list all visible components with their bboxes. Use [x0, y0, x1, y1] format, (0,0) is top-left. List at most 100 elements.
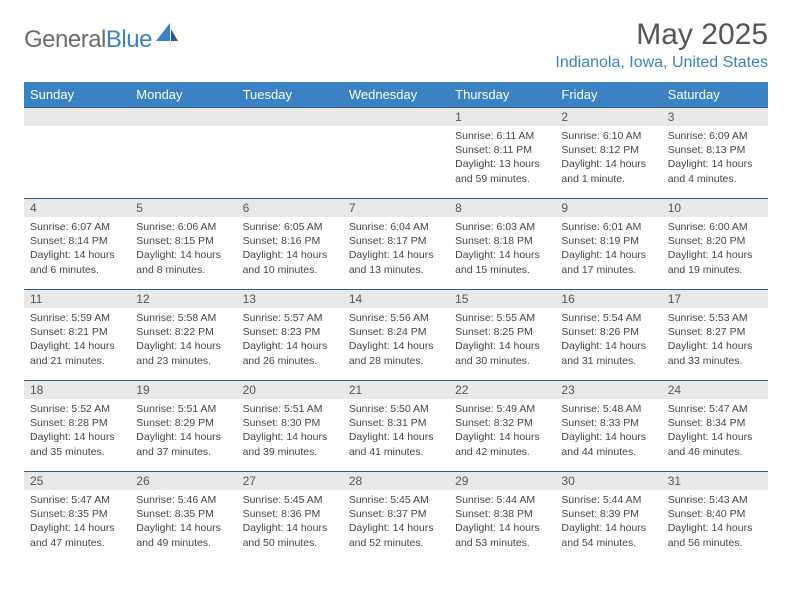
- day-number: 22: [449, 381, 555, 399]
- day-cell: 21Sunrise: 5:50 AMSunset: 8:31 PMDayligh…: [343, 381, 449, 471]
- sunset-line: Sunset: 8:24 PM: [349, 325, 443, 339]
- daylight-line: Daylight: 14 hours and 50 minutes.: [243, 521, 337, 549]
- day-cell: 28Sunrise: 5:45 AMSunset: 8:37 PMDayligh…: [343, 472, 449, 562]
- day-cell: 22Sunrise: 5:49 AMSunset: 8:32 PMDayligh…: [449, 381, 555, 471]
- sunrise-line: Sunrise: 6:04 AM: [349, 220, 443, 234]
- sunrise-line: Sunrise: 5:43 AM: [668, 493, 762, 507]
- daylight-line: Daylight: 14 hours and 56 minutes.: [668, 521, 762, 549]
- sunrise-line: Sunrise: 5:46 AM: [136, 493, 230, 507]
- sunrise-line: Sunrise: 5:54 AM: [561, 311, 655, 325]
- day-cell: 9Sunrise: 6:01 AMSunset: 8:19 PMDaylight…: [555, 199, 661, 289]
- dow-cell: Friday: [555, 82, 661, 107]
- day-body: Sunrise: 5:54 AMSunset: 8:26 PMDaylight:…: [555, 308, 661, 374]
- sunset-line: Sunset: 8:26 PM: [561, 325, 655, 339]
- day-cell: 12Sunrise: 5:58 AMSunset: 8:22 PMDayligh…: [130, 290, 236, 380]
- sunset-line: Sunset: 8:14 PM: [30, 234, 124, 248]
- day-number: 8: [449, 199, 555, 217]
- day-cell: 10Sunrise: 6:00 AMSunset: 8:20 PMDayligh…: [662, 199, 768, 289]
- day-body: Sunrise: 6:04 AMSunset: 8:17 PMDaylight:…: [343, 217, 449, 283]
- sunset-line: Sunset: 8:27 PM: [668, 325, 762, 339]
- day-cell: 4Sunrise: 6:07 AMSunset: 8:14 PMDaylight…: [24, 199, 130, 289]
- day-number: 26: [130, 472, 236, 490]
- dow-cell: Wednesday: [343, 82, 449, 107]
- sunrise-line: Sunrise: 5:48 AM: [561, 402, 655, 416]
- sunrise-line: Sunrise: 5:57 AM: [243, 311, 337, 325]
- sunset-line: Sunset: 8:15 PM: [136, 234, 230, 248]
- day-number: 2: [555, 108, 661, 126]
- daylight-line: Daylight: 14 hours and 54 minutes.: [561, 521, 655, 549]
- day-cell: 1Sunrise: 6:11 AMSunset: 8:11 PMDaylight…: [449, 108, 555, 198]
- day-cell: 6Sunrise: 6:05 AMSunset: 8:16 PMDaylight…: [237, 199, 343, 289]
- day-body: Sunrise: 6:10 AMSunset: 8:12 PMDaylight:…: [555, 126, 661, 192]
- sunrise-line: Sunrise: 5:51 AM: [243, 402, 337, 416]
- logo: GeneralBlue: [24, 18, 178, 54]
- sunrise-line: Sunrise: 5:53 AM: [668, 311, 762, 325]
- sunrise-line: Sunrise: 6:05 AM: [243, 220, 337, 234]
- sunrise-line: Sunrise: 5:44 AM: [561, 493, 655, 507]
- day-body: Sunrise: 5:49 AMSunset: 8:32 PMDaylight:…: [449, 399, 555, 465]
- daylight-line: Daylight: 14 hours and 23 minutes.: [136, 339, 230, 367]
- day-cell: 13Sunrise: 5:57 AMSunset: 8:23 PMDayligh…: [237, 290, 343, 380]
- daylight-line: Daylight: 14 hours and 31 minutes.: [561, 339, 655, 367]
- sunset-line: Sunset: 8:36 PM: [243, 507, 337, 521]
- sunrise-line: Sunrise: 6:06 AM: [136, 220, 230, 234]
- daylight-line: Daylight: 14 hours and 8 minutes.: [136, 248, 230, 276]
- day-cell: 18Sunrise: 5:52 AMSunset: 8:28 PMDayligh…: [24, 381, 130, 471]
- daylight-line: Daylight: 14 hours and 39 minutes.: [243, 430, 337, 458]
- sail-icon: [156, 23, 178, 48]
- sunrise-line: Sunrise: 5:56 AM: [349, 311, 443, 325]
- sunset-line: Sunset: 8:21 PM: [30, 325, 124, 339]
- sunset-line: Sunset: 8:22 PM: [136, 325, 230, 339]
- sunrise-line: Sunrise: 6:07 AM: [30, 220, 124, 234]
- daylight-line: Daylight: 14 hours and 13 minutes.: [349, 248, 443, 276]
- day-cell: 31Sunrise: 5:43 AMSunset: 8:40 PMDayligh…: [662, 472, 768, 562]
- daylight-line: Daylight: 14 hours and 42 minutes.: [455, 430, 549, 458]
- day-body: Sunrise: 5:51 AMSunset: 8:29 PMDaylight:…: [130, 399, 236, 465]
- day-number: 24: [662, 381, 768, 399]
- day-cell: 19Sunrise: 5:51 AMSunset: 8:29 PMDayligh…: [130, 381, 236, 471]
- sunset-line: Sunset: 8:35 PM: [30, 507, 124, 521]
- sunset-line: Sunset: 8:39 PM: [561, 507, 655, 521]
- week-row: 11Sunrise: 5:59 AMSunset: 8:21 PMDayligh…: [24, 289, 768, 380]
- sunrise-line: Sunrise: 5:49 AM: [455, 402, 549, 416]
- dow-cell: Sunday: [24, 82, 130, 107]
- sunrise-line: Sunrise: 6:09 AM: [668, 129, 762, 143]
- daylight-line: Daylight: 14 hours and 30 minutes.: [455, 339, 549, 367]
- day-cell: 15Sunrise: 5:55 AMSunset: 8:25 PMDayligh…: [449, 290, 555, 380]
- day-number: [24, 108, 130, 126]
- month-title: May 2025: [555, 18, 768, 52]
- logo-part2: Blue: [106, 26, 152, 53]
- day-body: Sunrise: 5:52 AMSunset: 8:28 PMDaylight:…: [24, 399, 130, 465]
- dow-cell: Monday: [130, 82, 236, 107]
- day-cell: [24, 108, 130, 198]
- day-number: [237, 108, 343, 126]
- sunset-line: Sunset: 8:11 PM: [455, 143, 549, 157]
- day-body: Sunrise: 5:45 AMSunset: 8:36 PMDaylight:…: [237, 490, 343, 556]
- sunset-line: Sunset: 8:30 PM: [243, 416, 337, 430]
- sunrise-line: Sunrise: 5:47 AM: [668, 402, 762, 416]
- day-body: Sunrise: 5:59 AMSunset: 8:21 PMDaylight:…: [24, 308, 130, 374]
- daylight-line: Daylight: 14 hours and 21 minutes.: [30, 339, 124, 367]
- day-cell: [343, 108, 449, 198]
- day-body: Sunrise: 5:44 AMSunset: 8:39 PMDaylight:…: [555, 490, 661, 556]
- sunset-line: Sunset: 8:33 PM: [561, 416, 655, 430]
- sunrise-line: Sunrise: 5:50 AM: [349, 402, 443, 416]
- daylight-line: Daylight: 14 hours and 47 minutes.: [30, 521, 124, 549]
- sunrise-line: Sunrise: 5:45 AM: [349, 493, 443, 507]
- day-cell: 25Sunrise: 5:47 AMSunset: 8:35 PMDayligh…: [24, 472, 130, 562]
- sunset-line: Sunset: 8:35 PM: [136, 507, 230, 521]
- day-cell: 23Sunrise: 5:48 AMSunset: 8:33 PMDayligh…: [555, 381, 661, 471]
- day-body: Sunrise: 5:47 AMSunset: 8:35 PMDaylight:…: [24, 490, 130, 556]
- day-number: 9: [555, 199, 661, 217]
- daylight-line: Daylight: 14 hours and 6 minutes.: [30, 248, 124, 276]
- week-row: 18Sunrise: 5:52 AMSunset: 8:28 PMDayligh…: [24, 380, 768, 471]
- day-cell: 8Sunrise: 6:03 AMSunset: 8:18 PMDaylight…: [449, 199, 555, 289]
- daylight-line: Daylight: 14 hours and 15 minutes.: [455, 248, 549, 276]
- sunrise-line: Sunrise: 5:47 AM: [30, 493, 124, 507]
- week-row: 1Sunrise: 6:11 AMSunset: 8:11 PMDaylight…: [24, 107, 768, 198]
- sunset-line: Sunset: 8:12 PM: [561, 143, 655, 157]
- daylight-line: Daylight: 14 hours and 52 minutes.: [349, 521, 443, 549]
- sunset-line: Sunset: 8:23 PM: [243, 325, 337, 339]
- day-body: Sunrise: 6:00 AMSunset: 8:20 PMDaylight:…: [662, 217, 768, 283]
- sunrise-line: Sunrise: 5:45 AM: [243, 493, 337, 507]
